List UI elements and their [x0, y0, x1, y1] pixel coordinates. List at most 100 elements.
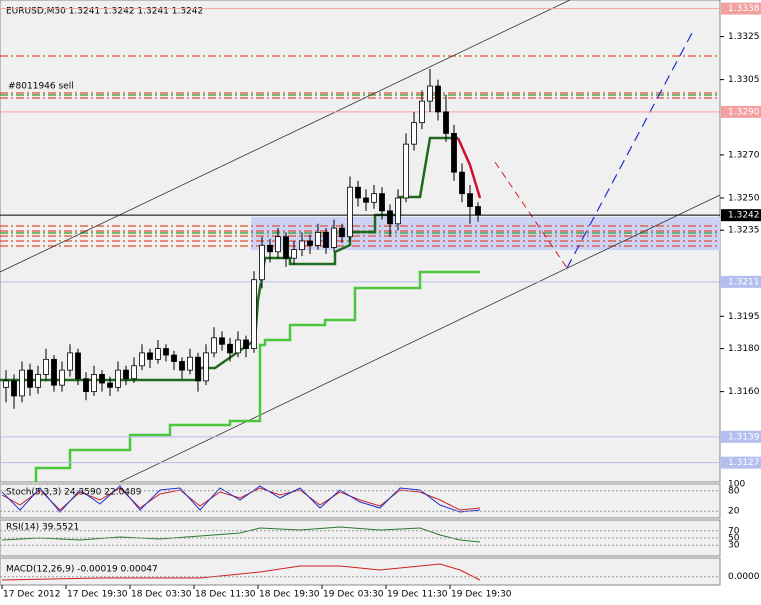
- x-tick-label: 18 Dec 03:30: [131, 590, 192, 600]
- candle-body: [371, 193, 377, 203]
- candle-body: [291, 249, 297, 259]
- candle-body: [123, 369, 129, 380]
- candle-body: [451, 133, 457, 173]
- x-tick-label: 18 Dec 11:30: [195, 590, 256, 600]
- trend-line: [119, 194, 721, 483]
- y-tick-label: 1.3250: [728, 193, 760, 203]
- level-tag: [721, 456, 761, 469]
- y-tick-label: 1.3325: [728, 32, 760, 42]
- candle-body: [275, 236, 281, 253]
- level-tag: [721, 430, 761, 443]
- candle-body: [51, 358, 57, 386]
- candle-body: [211, 337, 217, 354]
- stoch-signal: [1, 487, 481, 511]
- candle-body: [11, 380, 17, 397]
- order-label: #8011946 sell: [8, 82, 74, 92]
- candle-body: [35, 374, 41, 388]
- macd-pane: [0, 557, 721, 586]
- candle-body: [195, 356, 201, 382]
- y-tick-label: 1.3160: [728, 387, 760, 397]
- candle-body: [83, 378, 89, 393]
- level-label: 1.3211: [728, 277, 760, 287]
- candle-body: [403, 143, 409, 199]
- candle-body: [283, 236, 289, 259]
- candle-body: [147, 352, 153, 360]
- candle-body: [139, 352, 145, 367]
- candle-body: [43, 358, 49, 375]
- candle-body: [3, 380, 9, 388]
- indicator-title: RSI(14) 39.5521: [6, 523, 79, 533]
- candle-body: [75, 352, 81, 380]
- candle-body: [435, 85, 441, 113]
- candle-body: [427, 85, 433, 102]
- candle-body: [99, 374, 105, 384]
- candle-body: [91, 374, 97, 393]
- candle-body: [347, 186, 353, 238]
- x-tick-label: 19 Dec 19:30: [451, 590, 512, 600]
- level-tag: [721, 2, 761, 15]
- candle-body: [67, 352, 73, 371]
- candle-body: [243, 339, 249, 349]
- level-label: 1.3338: [728, 4, 760, 14]
- stop-line: [34, 270, 480, 482]
- candle-body: [355, 186, 361, 199]
- candle-body: [131, 365, 137, 380]
- indicator-tick-label: 0.0000: [728, 572, 760, 582]
- candle-body: [19, 369, 25, 397]
- candle-body: [171, 354, 177, 362]
- candle-body: [163, 348, 169, 356]
- candle-body: [267, 244, 273, 253]
- candle-body: [443, 111, 449, 134]
- level-label: 1.3139: [728, 432, 760, 442]
- stoch-main: [1, 485, 481, 513]
- candle-body: [155, 348, 161, 360]
- indicator-tick-label: 30: [728, 541, 740, 551]
- candle-body: [115, 369, 121, 388]
- y-tick-label: 1.3180: [728, 344, 760, 354]
- candle-body: [187, 356, 193, 371]
- indicator-tick-label: 100: [728, 480, 745, 490]
- candle-body: [339, 227, 345, 238]
- x-tick-label: 17 Dec 19:30: [67, 590, 128, 600]
- forecast-line: [566, 32, 693, 269]
- indicator-title: MACD(12,26,9) -0.00019 0.00047: [6, 565, 158, 575]
- candle-body: [419, 100, 425, 124]
- level-tag: [721, 105, 761, 118]
- candle-body: [467, 193, 473, 207]
- macd-signal: [1, 563, 481, 581]
- level-label: 1.3242: [728, 211, 760, 221]
- indicator-tick-label: 70: [728, 526, 740, 536]
- candle-body: [179, 361, 185, 371]
- y-tick-label: 1.3305: [728, 75, 760, 85]
- candle-body: [219, 337, 225, 345]
- candle-body: [107, 382, 113, 388]
- candle-body: [395, 197, 401, 225]
- candle-body: [203, 352, 209, 382]
- candle-body: [227, 343, 233, 354]
- candle-body: [307, 240, 313, 246]
- candle-body: [411, 122, 417, 145]
- chart-title: EURUSD,M30 1.3241 1.3242 1.3241 1.3242: [6, 7, 203, 17]
- indicator-tick-label: 80: [728, 486, 740, 496]
- x-tick-label: 18 Dec 19:30: [259, 590, 320, 600]
- candle-body: [475, 206, 481, 216]
- candle-body: [315, 231, 321, 246]
- candle-body: [59, 369, 65, 386]
- y-tick-label: 1.3270: [728, 150, 760, 160]
- trend-line: [0, 0, 571, 273]
- candle-body: [235, 339, 241, 354]
- x-tick-label: 17 Dec 2012: [3, 590, 61, 600]
- level-label: 1.3127: [728, 458, 760, 468]
- stop-line: [456, 137, 482, 199]
- level-tag: [721, 275, 761, 288]
- indicator-title: Stoch(5,3,3) 24.3590 22.0489: [6, 488, 142, 498]
- indicator-tick-label: 50: [728, 534, 740, 544]
- candle-body: [251, 279, 257, 349]
- candle-body: [299, 240, 305, 251]
- candle-body: [363, 197, 369, 203]
- candle-body: [459, 171, 465, 195]
- level-label: 1.3290: [728, 107, 760, 117]
- candle-body: [259, 244, 265, 281]
